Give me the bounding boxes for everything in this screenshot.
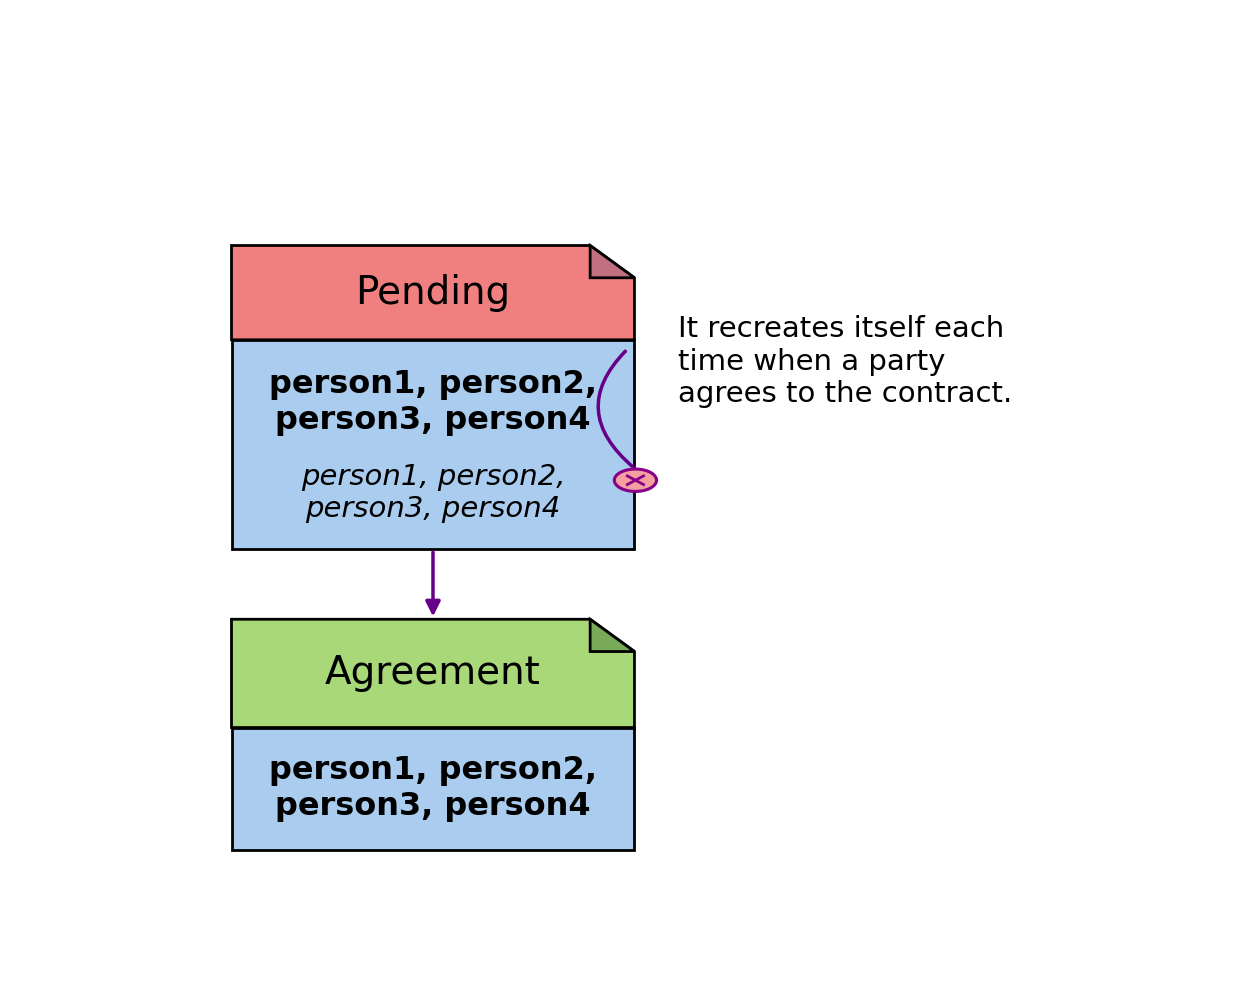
Text: It recreates itself each
time when a party
agrees to the contract.: It recreates itself each time when a par…	[677, 315, 1011, 408]
FancyBboxPatch shape	[232, 728, 635, 850]
Polygon shape	[232, 246, 635, 339]
Ellipse shape	[614, 469, 656, 491]
Polygon shape	[591, 246, 635, 277]
FancyArrowPatch shape	[598, 351, 634, 467]
Text: person1, person2,
person3, person4: person1, person2, person3, person4	[269, 755, 597, 822]
Text: person1, person2,
person3, person4: person1, person2, person3, person4	[301, 463, 566, 523]
FancyBboxPatch shape	[232, 339, 635, 549]
Text: Pending: Pending	[355, 273, 510, 311]
Text: person1, person2,
person3, person4: person1, person2, person3, person4	[269, 369, 597, 436]
Text: Agreement: Agreement	[326, 655, 541, 693]
Polygon shape	[232, 619, 635, 728]
Polygon shape	[591, 619, 635, 652]
